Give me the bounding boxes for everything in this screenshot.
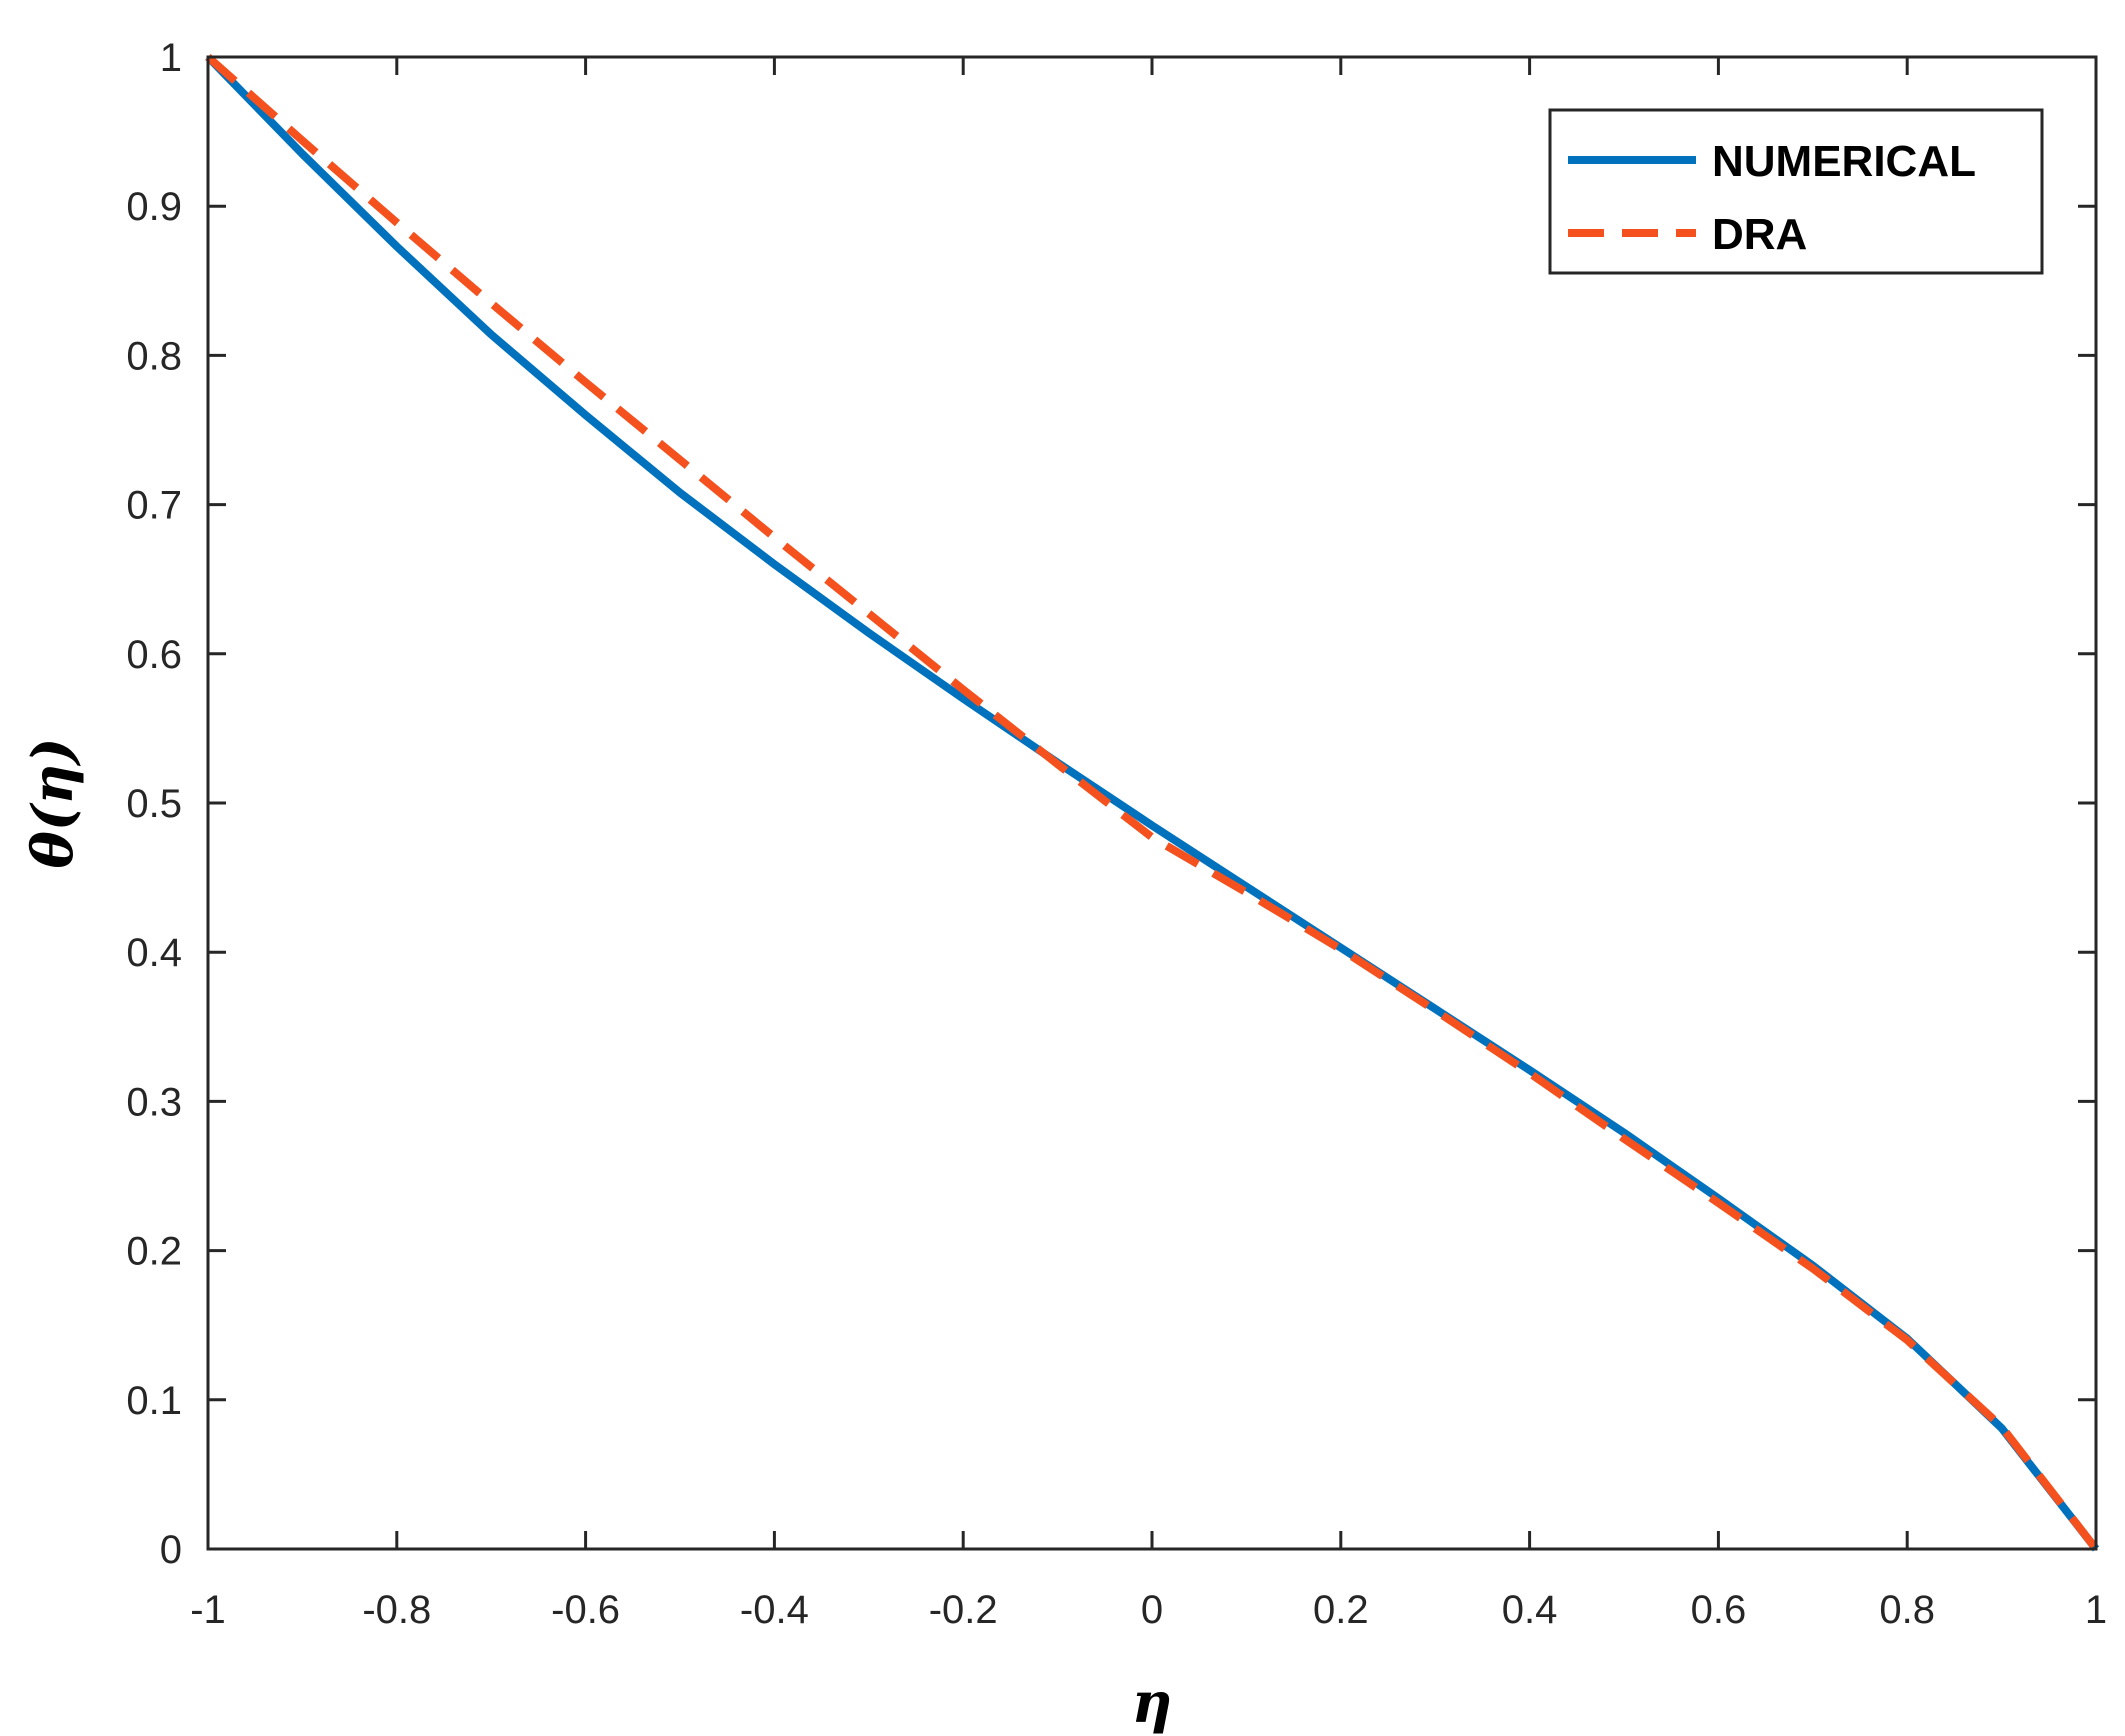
x-tick-label: -0.8 — [362, 1588, 431, 1632]
x-tick-labels: -1 -0.8 -0.6 -0.4 -0.2 0 0.2 0.4 0.6 0.8 1 — [190, 1588, 2107, 1632]
x-tick-label: -0.2 — [929, 1588, 998, 1632]
y-tick-label: 0.2 — [126, 1230, 182, 1274]
x-tick-label: 0 — [1141, 1588, 1163, 1632]
y-tick-label: 0.6 — [126, 633, 182, 677]
y-tick-label: 1 — [160, 36, 182, 80]
y-tick-label: 0.7 — [126, 484, 182, 528]
x-tick-label: 0.2 — [1313, 1588, 1369, 1632]
x-tick-label: 1 — [2085, 1588, 2107, 1632]
y-axis-label: θ(η) — [20, 737, 86, 868]
x-axis-label: η — [1132, 1670, 1173, 1736]
y-tick-label: 0.1 — [126, 1379, 182, 1423]
x-tick-label: -0.6 — [551, 1588, 620, 1632]
y-tick-label: 0.4 — [126, 931, 182, 975]
legend: NUMERICAL DRA — [1548, 108, 2044, 275]
y-tick-label: 0.5 — [126, 782, 182, 826]
x-tick-label: 0.6 — [1691, 1588, 1747, 1632]
plot-frame — [206, 55, 2098, 1551]
series-line-dra — [205, 54, 2100, 1552]
x-tick-label: 0.8 — [1879, 1588, 1935, 1632]
series-layer — [205, 54, 2100, 1552]
y-tick-labels: 0 0.1 0.2 0.3 0.4 0.5 0.6 0.7 0.8 0.9 1 — [126, 36, 182, 1572]
x-tick-label: -0.4 — [740, 1588, 809, 1632]
x-tick-label: 0.4 — [1502, 1588, 1558, 1632]
legend-label-dra: DRA — [1712, 210, 1807, 259]
legend-box — [1548, 108, 2044, 275]
y-tick-label: 0 — [160, 1528, 182, 1572]
x-tick-label: -1 — [190, 1588, 226, 1632]
y-tick-label: 0.3 — [126, 1080, 182, 1124]
legend-label-numerical: NUMERICAL — [1712, 137, 1976, 186]
y-tick-label: 0.9 — [126, 185, 182, 229]
y-tick-label: 0.8 — [126, 334, 182, 378]
